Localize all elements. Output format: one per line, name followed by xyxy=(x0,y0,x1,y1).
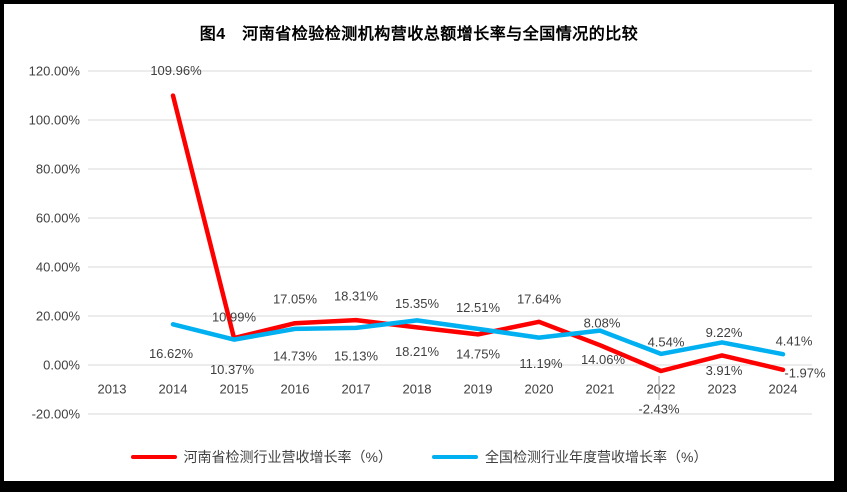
y-axis-tick-label: 80.00% xyxy=(36,162,81,177)
x-axis-tick-label: 2016 xyxy=(281,382,310,397)
data-label: 18.31% xyxy=(334,289,379,304)
data-label: 3.91% xyxy=(706,363,743,378)
y-axis-tick-label: 60.00% xyxy=(36,211,81,226)
series-line-national xyxy=(170,318,786,357)
data-label: 14.75% xyxy=(456,346,501,361)
data-label: 4.54% xyxy=(648,334,685,349)
y-axis-tick-label: 20.00% xyxy=(36,309,81,324)
data-label: 10.99% xyxy=(212,310,257,325)
x-axis-tick-label: 2020 xyxy=(525,382,554,397)
x-axis-tick-label: 2024 xyxy=(769,382,798,397)
data-label: 14.06% xyxy=(581,352,626,367)
data-label: 15.13% xyxy=(334,348,379,363)
y-axis-tick-label: -20.00% xyxy=(32,407,81,422)
y-axis-tick-label: 100.00% xyxy=(29,113,81,128)
data-label: 17.05% xyxy=(273,292,318,307)
x-axis-tick-label: 2013 xyxy=(98,382,127,397)
legend-swatch-henan-line xyxy=(130,454,177,460)
data-label: 8.08% xyxy=(584,316,621,331)
data-label: 9.22% xyxy=(706,325,743,340)
data-label: 109.96% xyxy=(150,63,202,78)
y-axis-tick-label: 120.00% xyxy=(29,64,81,79)
x-axis-tick-label: 2017 xyxy=(342,382,371,397)
plot-area: 120.00% 100.00% 80.00% 60.00% 40.00% 20.00% 0.… xyxy=(29,63,826,422)
data-label: 18.21% xyxy=(395,344,440,359)
x-axis-tick-label: 2022 xyxy=(647,382,676,397)
legend-swatch-national-line xyxy=(432,454,478,460)
chart-canvas: 图4 河南省检验检测机构营收总额增长率与全国情况的比较 120.00% 100.0… xyxy=(4,4,834,481)
x-axis-tick-label: 2018 xyxy=(403,382,432,397)
data-label: 16.62% xyxy=(149,346,194,361)
y-axis-tick-label: 40.00% xyxy=(36,260,81,275)
legend-label-national: 全国检测行业年度营收增长率（%） xyxy=(485,449,708,465)
y-axis-tick-label: 0.00% xyxy=(43,358,80,373)
data-label: 11.19% xyxy=(519,356,563,371)
data-label: 4.41% xyxy=(776,334,813,349)
x-axis-tick-label: 2014 xyxy=(159,382,188,397)
legend-label-henan: 河南省检测行业营收增长率（%） xyxy=(183,449,392,465)
data-label: -2.43% xyxy=(638,401,680,416)
data-label: 15.35% xyxy=(395,296,440,311)
x-axis-tick-label: 2015 xyxy=(220,382,249,397)
data-label: -1.97% xyxy=(784,365,826,380)
data-label: 14.73% xyxy=(273,348,318,363)
x-axis-tick-label: 2019 xyxy=(464,382,493,397)
x-axis-tick-label: 2021 xyxy=(586,382,615,397)
data-label: 17.64% xyxy=(517,291,562,306)
x-axis-tick-label: 2023 xyxy=(708,382,737,397)
legend-item-henan: 河南省检测行业营收增长率（%） xyxy=(130,447,392,467)
data-label: 10.37% xyxy=(210,362,255,377)
data-label: 12.51% xyxy=(456,300,501,315)
legend: 河南省检测行业营收增长率（%） 全国检测行业年度营收增长率（%） xyxy=(4,447,834,467)
legend-item-national: 全国检测行业年度营收增长率（%） xyxy=(432,447,707,467)
chart-title: 图4 河南省检验检测机构营收总额增长率与全国情况的比较 xyxy=(199,26,639,43)
series-line-henan xyxy=(170,93,786,374)
